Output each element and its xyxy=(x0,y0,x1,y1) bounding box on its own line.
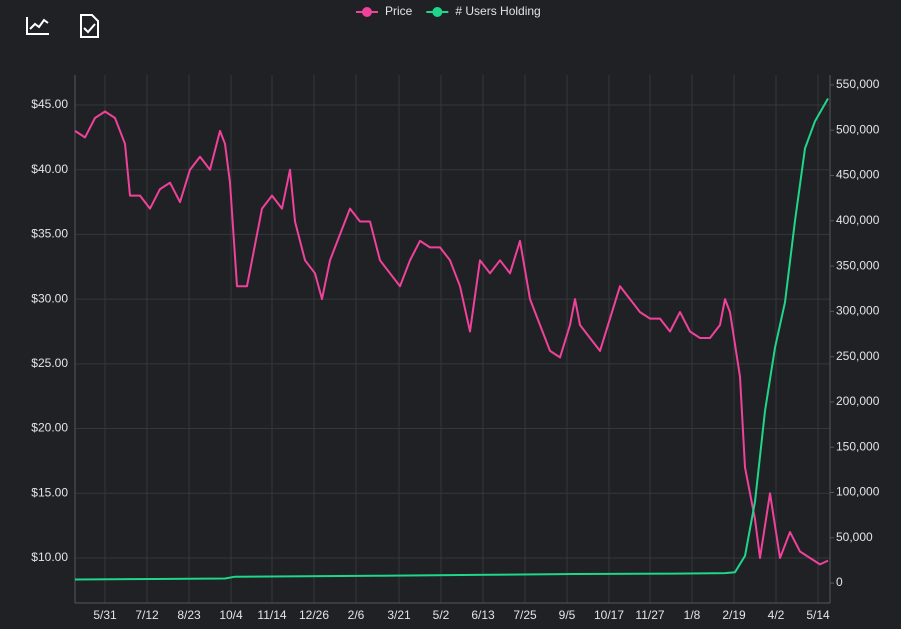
axis-icon xyxy=(26,17,49,35)
document-icon xyxy=(80,14,99,38)
y2-tick-label: 450,000 xyxy=(836,168,880,182)
x-tick-label: 2/19 xyxy=(722,608,746,622)
y-tick-label: $30.00 xyxy=(31,291,68,305)
y2-tick-label: 200,000 xyxy=(836,394,880,408)
x-tick-label: 5/14 xyxy=(806,608,830,622)
legend-swatch xyxy=(362,7,372,17)
y2-tick-label: 100,000 xyxy=(836,485,880,499)
x-tick-label: 10/17 xyxy=(594,608,624,622)
y2-tick-label: 400,000 xyxy=(836,213,880,227)
x-tick-label: 5/31 xyxy=(93,608,117,622)
x-tick-label: 3/21 xyxy=(387,608,411,622)
y2-tick-label: 250,000 xyxy=(836,349,880,363)
y2-tick-label: 550,000 xyxy=(836,77,880,91)
x-tick-label: 11/27 xyxy=(635,608,664,622)
x-tick-label: 7/12 xyxy=(135,608,159,622)
y-tick-label: $15.00 xyxy=(31,485,68,499)
x-tick-label: 4/2 xyxy=(768,608,785,622)
y-tick-label: $45.00 xyxy=(31,97,68,111)
y-tick-label: $35.00 xyxy=(31,227,68,241)
x-tick-label: 11/14 xyxy=(257,608,286,622)
y2-tick-label: 50,000 xyxy=(836,530,873,544)
y2-tick-label: 0 xyxy=(836,575,843,589)
legend: Price # Users Holding xyxy=(356,4,541,18)
y2-tick-label: 300,000 xyxy=(836,304,880,318)
trend-icon xyxy=(29,18,49,30)
chart-icon[interactable] xyxy=(26,17,49,35)
y2-tick-label: 350,000 xyxy=(836,258,880,272)
x-tick-label: 2/6 xyxy=(348,608,365,622)
y-tick-label: $40.00 xyxy=(31,162,68,176)
y-tick-label: $20.00 xyxy=(31,421,68,435)
legend-label: # Users Holding xyxy=(455,4,540,18)
legend-label: Price xyxy=(385,4,413,18)
y-tick-label: $10.00 xyxy=(31,550,68,564)
check-icon xyxy=(83,23,96,34)
x-tick-label: 5/2 xyxy=(433,608,450,622)
x-tick-label: 1/8 xyxy=(684,608,701,622)
y-tick-label: $25.00 xyxy=(31,356,68,370)
y2-tick-label: 150,000 xyxy=(836,439,880,453)
y2-tick-label: 500,000 xyxy=(836,122,880,136)
x-tick-label: 10/4 xyxy=(219,608,243,622)
series-line xyxy=(74,98,829,581)
x-tick-label: 8/23 xyxy=(177,608,201,622)
legend-swatch xyxy=(432,7,443,17)
report-icon[interactable] xyxy=(80,14,99,38)
x-tick-label: 9/5 xyxy=(559,608,576,622)
x-tick-label: 12/26 xyxy=(299,608,329,622)
series-line xyxy=(74,110,829,566)
x-tick-label: 7/25 xyxy=(513,608,537,622)
x-tick-label: 6/13 xyxy=(471,608,495,622)
